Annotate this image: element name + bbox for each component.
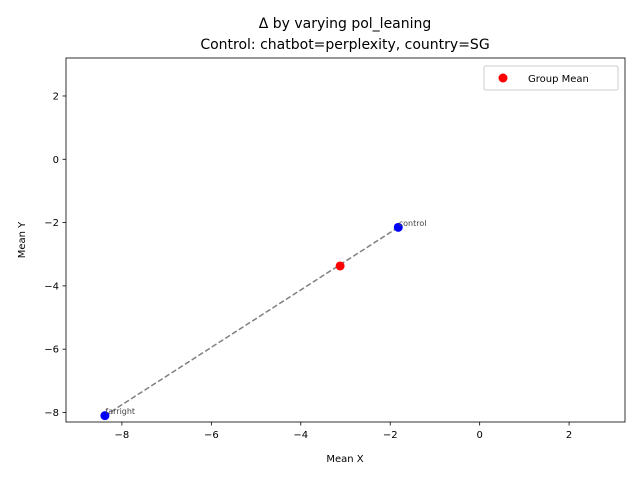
x-axis-label: Mean X (326, 454, 363, 465)
point-label-control: control (399, 219, 427, 228)
data-point-farright (100, 411, 110, 421)
plot-area: −8 −6 −4 −2 0 2 −8 −6 −4 −2 0 2 control farright (44, 57, 626, 441)
legend: Group Mean (483, 65, 619, 91)
legend-marker-group-mean (498, 73, 508, 83)
y-tick-label: −6 (44, 345, 59, 356)
x-tick-label: 2 (566, 430, 572, 441)
chart-title: Δ by varying pol_leaning (259, 16, 432, 32)
group-mean-point (335, 261, 345, 271)
x-tick-label: 0 (476, 430, 482, 441)
x-tick-label: −6 (204, 430, 219, 441)
chart-subtitle: Control: chatbot=perplexity, country=SG (200, 37, 489, 53)
y-tick-label: −2 (44, 218, 59, 229)
plot-frame (65, 57, 626, 423)
data-point-control (393, 222, 403, 232)
x-tick-label: −2 (383, 430, 398, 441)
x-tick-label: −8 (115, 430, 130, 441)
connector-line (104, 226, 399, 417)
y-tick-label: 2 (53, 91, 59, 102)
y-tick-label: −4 (44, 281, 59, 292)
y-tick-label: 0 (53, 155, 59, 166)
y-tick-label: −8 (44, 408, 59, 419)
legend-box (483, 65, 619, 91)
point-label-farright: farright (105, 407, 135, 416)
x-tick-label: −4 (293, 430, 308, 441)
legend-label-group-mean: Group Mean (528, 74, 589, 85)
y-axis-label: Mean Y (17, 221, 28, 258)
